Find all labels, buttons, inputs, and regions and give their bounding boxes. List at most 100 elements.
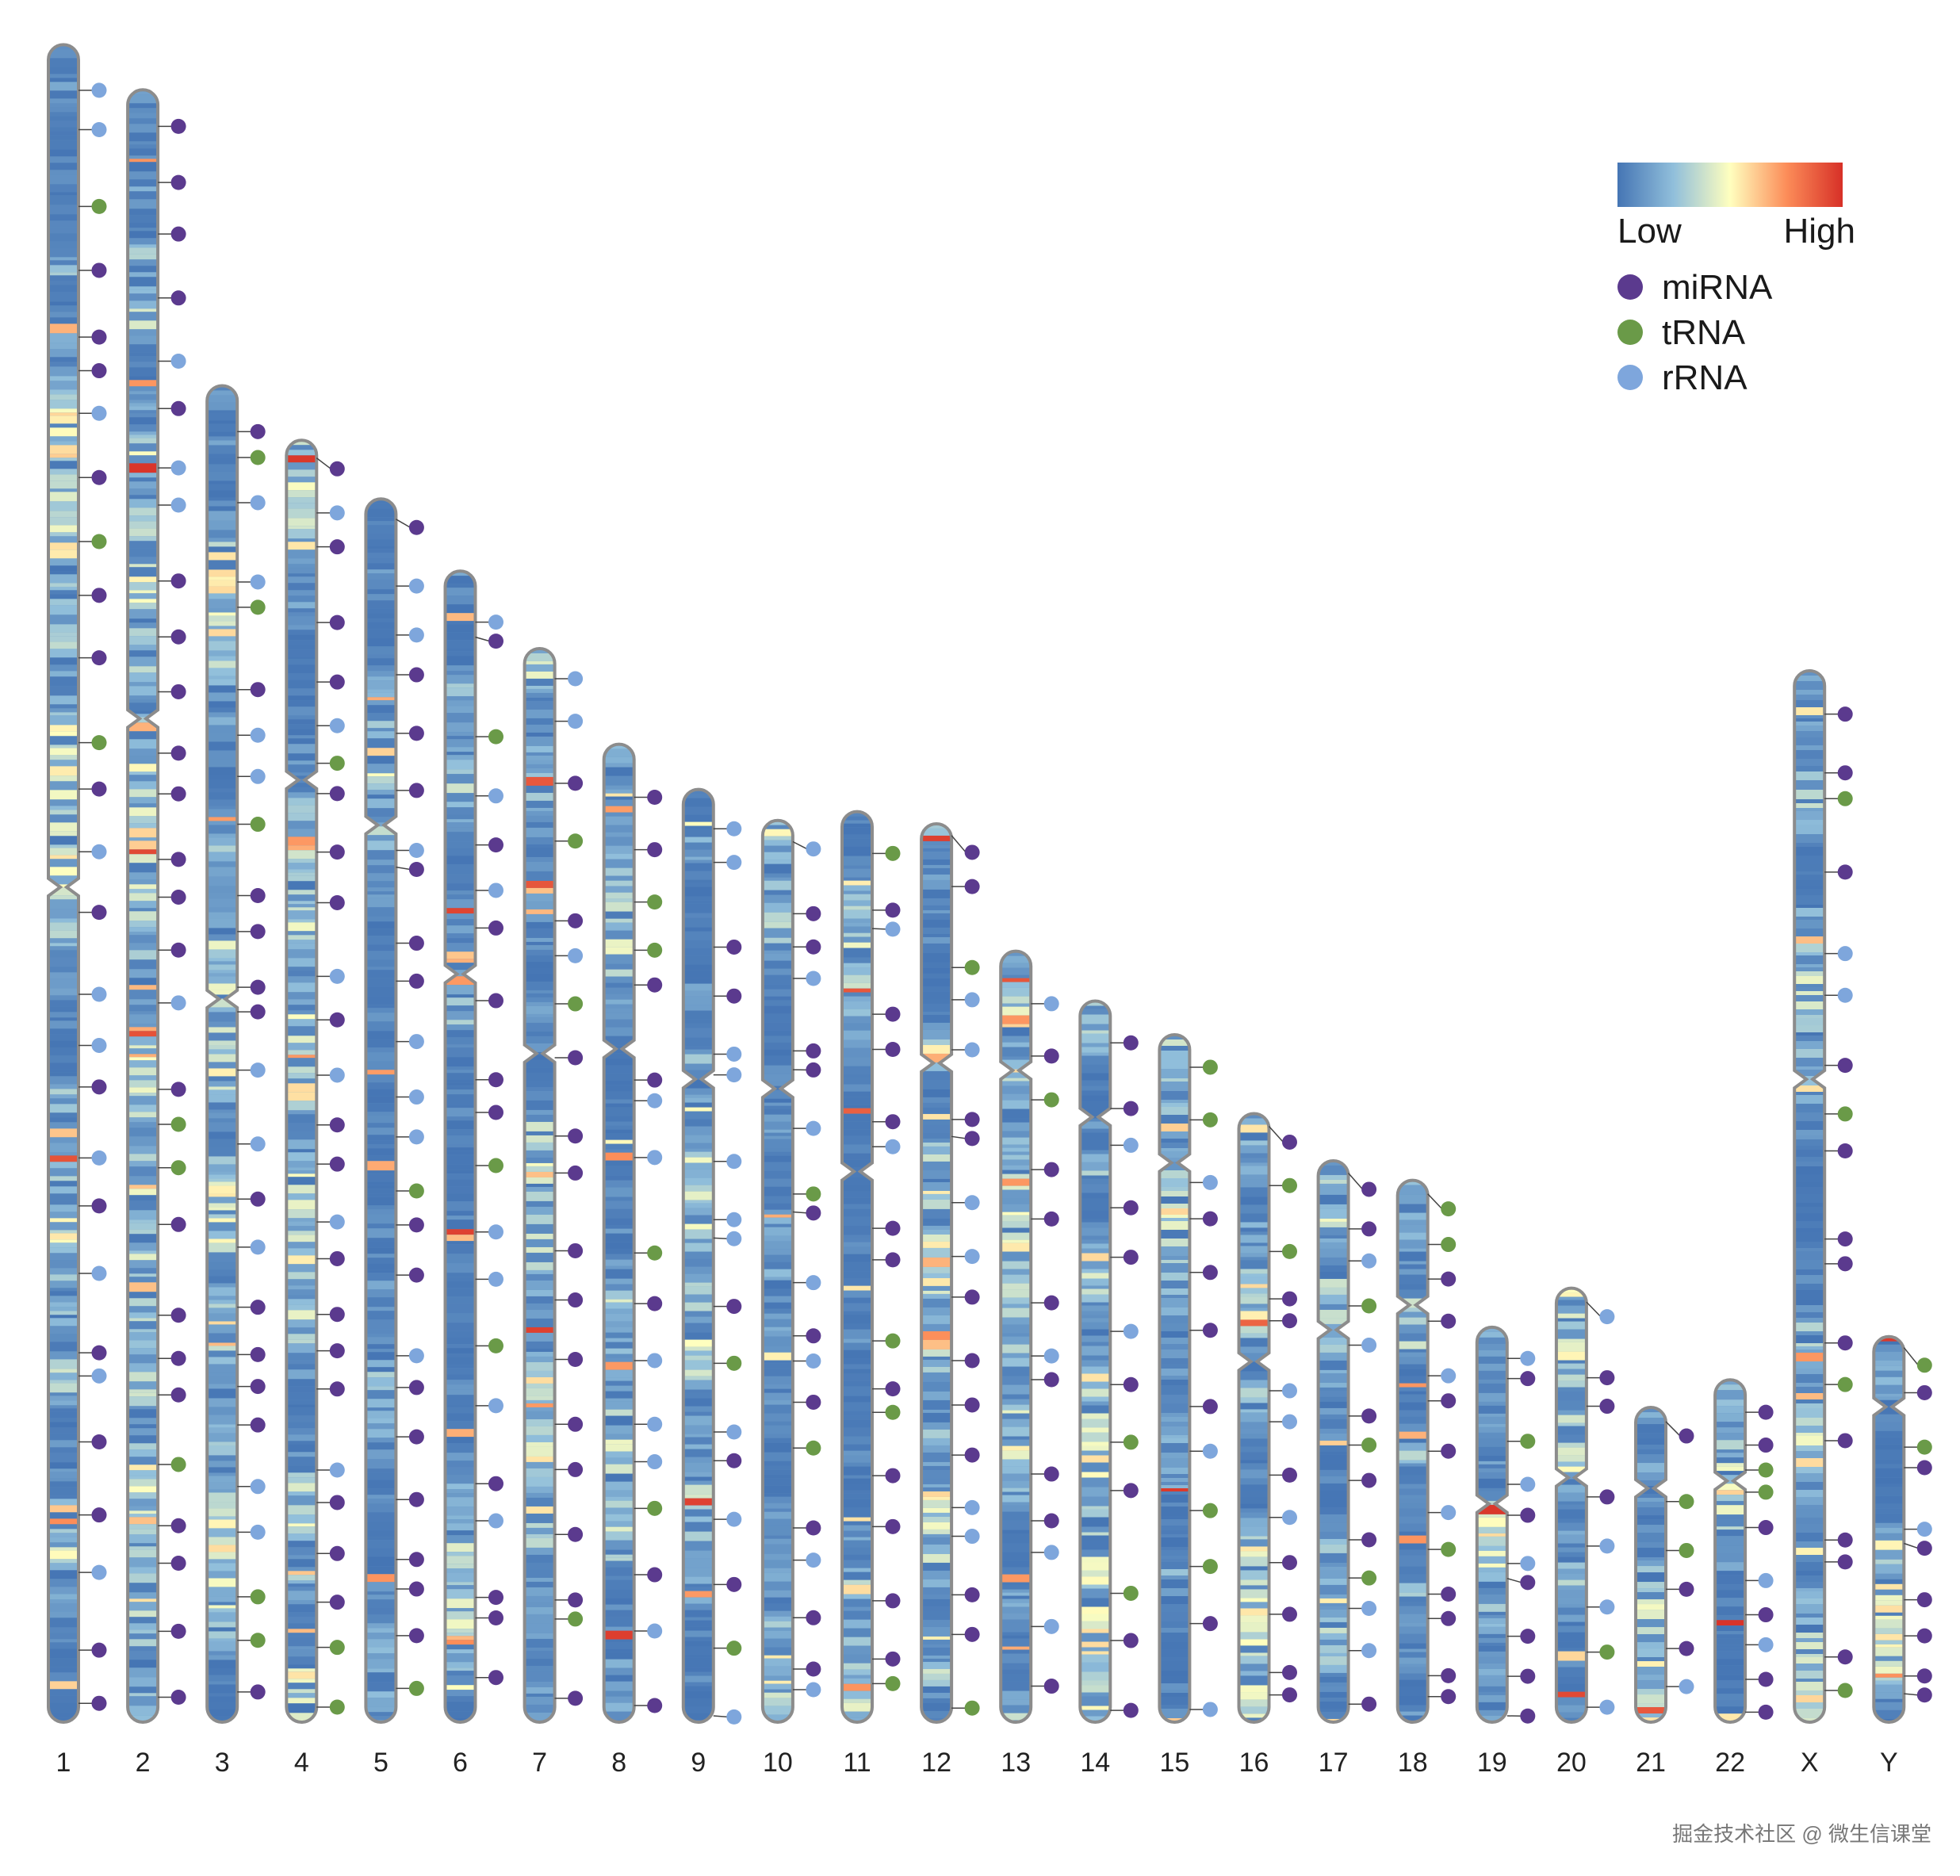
heat-band bbox=[286, 967, 317, 971]
mirna-marker bbox=[885, 1006, 901, 1022]
heat-band bbox=[1159, 1485, 1190, 1488]
heat-band bbox=[207, 788, 238, 793]
heat-band bbox=[683, 948, 714, 956]
mirna-marker bbox=[806, 1328, 821, 1344]
heat-band bbox=[366, 917, 396, 922]
heat-band bbox=[366, 894, 396, 898]
heat-band bbox=[683, 1671, 714, 1676]
heat-band bbox=[842, 1568, 872, 1572]
heat-band bbox=[286, 760, 317, 765]
heat-band bbox=[1874, 1647, 1904, 1656]
heat-band bbox=[1794, 856, 1825, 864]
heat-band bbox=[762, 1388, 793, 1393]
heat-band bbox=[1715, 1471, 1746, 1476]
heat-band bbox=[1794, 1467, 1825, 1473]
heat-band bbox=[1001, 1635, 1032, 1639]
feature-markers bbox=[871, 845, 901, 1691]
heat-band bbox=[1001, 1705, 1032, 1713]
heat-band bbox=[286, 688, 317, 696]
heat-band bbox=[128, 756, 159, 764]
heat-band bbox=[1794, 1490, 1825, 1497]
heat-band bbox=[286, 1226, 317, 1231]
heat-band bbox=[1159, 1628, 1190, 1633]
heat-band bbox=[1476, 1327, 1507, 1332]
heat-band bbox=[128, 451, 159, 456]
heat-band bbox=[683, 806, 714, 815]
heat-band bbox=[1794, 1393, 1825, 1399]
heat-band bbox=[128, 113, 159, 119]
heat-band bbox=[921, 1579, 952, 1587]
heat-band bbox=[921, 1702, 952, 1711]
heat-band bbox=[1874, 1615, 1904, 1620]
heat-band bbox=[842, 1001, 872, 1009]
heat-band bbox=[1080, 1342, 1111, 1346]
heat-band bbox=[1874, 1336, 1904, 1342]
heat-band bbox=[1556, 1442, 1587, 1448]
heat-band bbox=[762, 836, 793, 840]
heat-band bbox=[1159, 1612, 1190, 1621]
heat-band bbox=[1397, 1185, 1428, 1195]
heat-band bbox=[1080, 1335, 1111, 1342]
heat-band bbox=[1397, 1614, 1428, 1623]
mirna-marker bbox=[806, 1043, 821, 1059]
heat-band bbox=[1001, 1100, 1032, 1109]
mirna-marker bbox=[885, 902, 901, 918]
heat-band bbox=[207, 1571, 238, 1579]
heat-band bbox=[48, 366, 78, 377]
heat-band bbox=[1397, 1317, 1428, 1325]
heat-band bbox=[1238, 1253, 1269, 1258]
heat-band bbox=[1001, 1520, 1032, 1530]
heat-band bbox=[921, 867, 952, 875]
heat-band bbox=[1556, 1552, 1587, 1557]
rrna-marker bbox=[250, 1136, 266, 1152]
heat-band bbox=[207, 464, 238, 473]
heat-band bbox=[524, 1280, 555, 1290]
heat-band bbox=[128, 443, 159, 452]
heat-band bbox=[48, 1447, 78, 1453]
trna-marker bbox=[91, 735, 107, 751]
heat-band bbox=[1238, 1589, 1269, 1598]
mirna-marker bbox=[1916, 1687, 1932, 1703]
heat-band bbox=[1476, 1426, 1507, 1433]
heat-band bbox=[286, 1523, 317, 1527]
mirna-marker bbox=[250, 682, 266, 698]
heat-band bbox=[524, 1214, 555, 1224]
heat-band bbox=[1318, 1514, 1349, 1523]
heat-band bbox=[1794, 1571, 1825, 1575]
heat-band bbox=[762, 1658, 793, 1667]
heat-band bbox=[524, 1016, 555, 1023]
heatmap-bands bbox=[1715, 1380, 1746, 1722]
heat-band bbox=[1080, 1064, 1111, 1074]
heat-band bbox=[1397, 1376, 1428, 1384]
heat-band bbox=[445, 732, 476, 737]
heat-band bbox=[603, 1369, 634, 1378]
heat-band bbox=[603, 1228, 634, 1234]
heat-band bbox=[366, 873, 396, 882]
mirna-marker bbox=[568, 1128, 584, 1144]
heat-band bbox=[1080, 1318, 1111, 1323]
heat-band bbox=[366, 826, 396, 836]
trna-marker bbox=[329, 1640, 345, 1656]
heat-band bbox=[207, 1231, 238, 1239]
heat-band bbox=[128, 238, 159, 245]
heat-band bbox=[1794, 1533, 1825, 1541]
heat-band bbox=[762, 1296, 793, 1303]
heat-band bbox=[762, 1465, 793, 1470]
heat-band bbox=[286, 625, 317, 630]
heat-band bbox=[48, 574, 78, 584]
heat-band bbox=[762, 1214, 793, 1218]
heat-band bbox=[128, 222, 159, 228]
heat-band bbox=[48, 140, 78, 150]
heat-band bbox=[366, 996, 396, 1005]
heat-band bbox=[842, 1475, 872, 1479]
heat-band bbox=[1715, 1545, 1746, 1554]
heat-band bbox=[48, 657, 78, 665]
heat-band bbox=[1238, 1260, 1269, 1269]
heat-band bbox=[1397, 1606, 1428, 1614]
heat-band bbox=[683, 983, 714, 991]
heat-band bbox=[286, 1591, 317, 1601]
heat-band bbox=[842, 1153, 872, 1160]
heat-band bbox=[921, 962, 952, 968]
heat-band bbox=[842, 1669, 872, 1675]
heat-band bbox=[921, 1113, 952, 1120]
